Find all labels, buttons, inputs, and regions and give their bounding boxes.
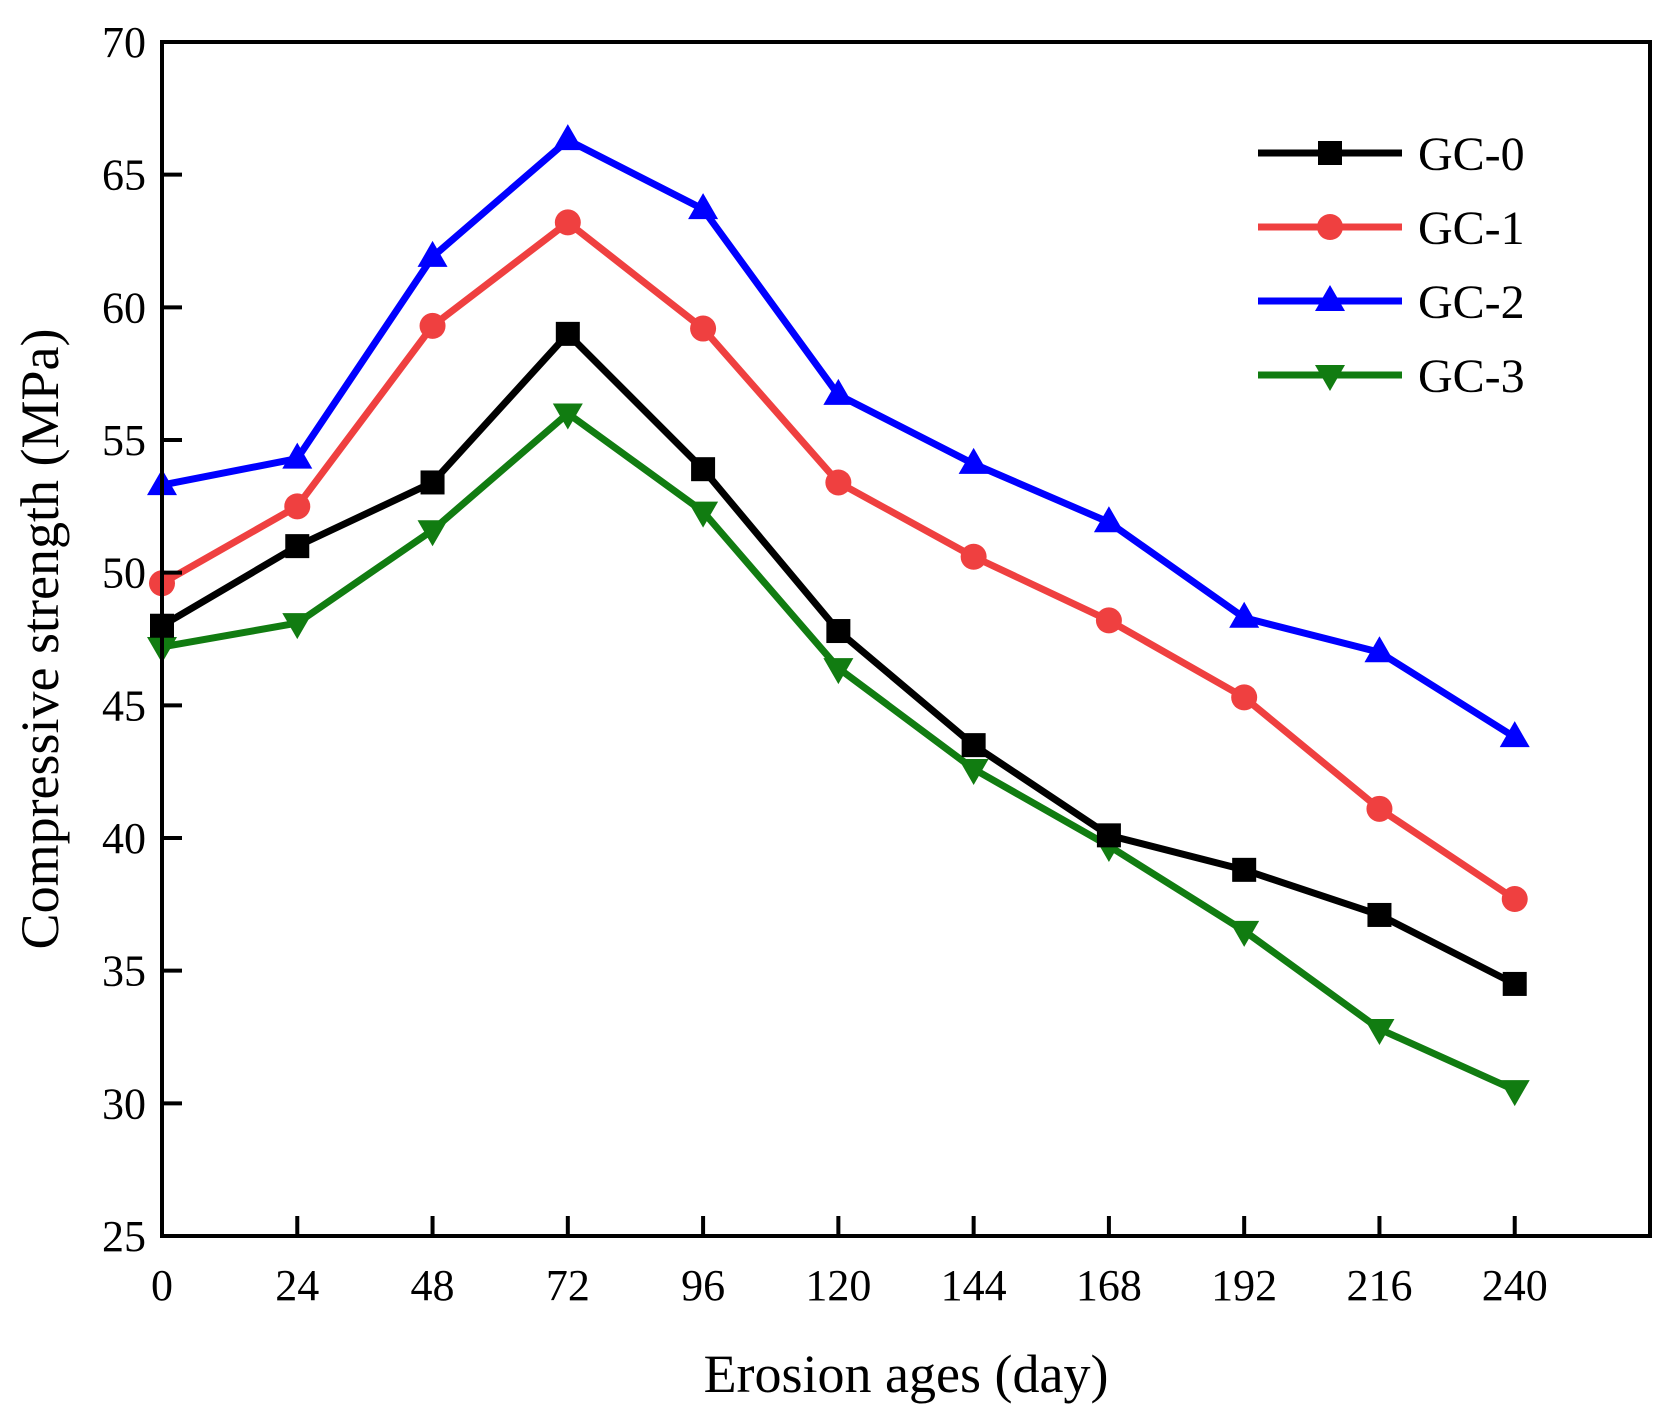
legend-item-gc-2: GC-2 xyxy=(1258,276,1525,329)
data-point-gc-2 xyxy=(958,447,989,474)
data-point-gc-2 xyxy=(1499,721,1530,748)
data-point-gc-2 xyxy=(688,193,719,220)
x-tick-label: 96 xyxy=(681,1261,725,1310)
data-point-gc-2 xyxy=(823,378,854,405)
x-tick-label: 240 xyxy=(1482,1261,1548,1310)
data-point-gc-1 xyxy=(1095,607,1122,634)
data-point-gc-0 xyxy=(1096,823,1121,848)
legend-label-gc-3: GC-3 xyxy=(1418,350,1525,403)
data-point-gc-2 xyxy=(282,442,313,469)
data-point-gc-0 xyxy=(826,619,851,644)
data-point-gc-1 xyxy=(284,493,311,520)
x-tick-label: 144 xyxy=(941,1261,1007,1310)
data-point-gc-1 xyxy=(1501,886,1528,913)
legend-label-gc-0: GC-0 xyxy=(1418,128,1525,181)
legend-marker-gc-3 xyxy=(1315,365,1345,391)
legend-label-gc-2: GC-2 xyxy=(1418,276,1525,329)
data-point-gc-1 xyxy=(419,312,446,339)
x-tick-label: 168 xyxy=(1076,1261,1142,1310)
legend-item-gc-3: GC-3 xyxy=(1258,350,1525,403)
legend-marker-gc-0 xyxy=(1318,141,1342,165)
series-gc-1 xyxy=(149,209,1528,913)
data-point-gc-3 xyxy=(688,501,719,528)
data-point-gc-3 xyxy=(1364,1019,1395,1046)
plot-area xyxy=(147,124,1530,1107)
x-tick-label: 0 xyxy=(151,1261,173,1310)
legend-marker-gc-2 xyxy=(1315,285,1345,311)
data-point-gc-0 xyxy=(285,534,310,559)
data-point-gc-0 xyxy=(555,321,580,346)
legend-label-gc-1: GC-1 xyxy=(1418,202,1525,255)
data-point-gc-0 xyxy=(961,733,986,758)
legend-item-gc-1: GC-1 xyxy=(1258,202,1525,255)
data-point-gc-1 xyxy=(554,209,581,236)
y-axis-title: Compressive strength (MPa) xyxy=(10,329,70,950)
y-tick-label: 40 xyxy=(102,814,146,863)
data-point-gc-2 xyxy=(1093,506,1124,533)
data-point-gc-3 xyxy=(823,658,854,685)
x-tick-label: 192 xyxy=(1211,1261,1277,1310)
y-tick-label: 65 xyxy=(102,151,146,200)
data-point-gc-0 xyxy=(1502,971,1527,996)
data-point-gc-2 xyxy=(552,124,583,151)
data-point-gc-2 xyxy=(1229,601,1260,628)
plot-frame xyxy=(160,40,1652,1238)
series-gc-3 xyxy=(147,403,1530,1107)
legend-marker-gc-1 xyxy=(1317,214,1343,240)
data-point-gc-0 xyxy=(1367,902,1392,927)
legend: GC-0 GC-1 GC-2 GC-3 xyxy=(1258,128,1525,403)
y-tick-label: 35 xyxy=(102,947,146,996)
series-line-gc-1 xyxy=(160,218,1517,902)
data-point-gc-3 xyxy=(958,759,989,786)
data-point-gc-1 xyxy=(825,469,852,496)
y-tick-label: 70 xyxy=(102,18,146,67)
data-point-gc-3 xyxy=(417,520,448,547)
x-axis: 0 24 48 72 96 120 144 168 192 216 240 xyxy=(151,1216,1548,1310)
data-point-gc-1 xyxy=(1231,684,1258,711)
data-point-gc-1 xyxy=(1366,795,1393,822)
y-tick-label: 55 xyxy=(102,416,146,465)
x-tick-label: 48 xyxy=(411,1261,455,1310)
data-point-gc-3 xyxy=(552,403,583,430)
x-axis-title: Erosion ages (day) xyxy=(704,1344,1109,1404)
y-tick-label: 50 xyxy=(102,549,146,598)
y-axis: 25 30 35 40 45 50 55 60 65 70 xyxy=(102,18,182,1261)
y-tick-label: 30 xyxy=(102,1079,146,1128)
data-point-gc-2 xyxy=(417,240,448,267)
y-tick-label: 25 xyxy=(102,1212,146,1261)
x-tick-label: 120 xyxy=(805,1261,871,1310)
data-point-gc-3 xyxy=(282,613,313,640)
data-point-gc-0 xyxy=(691,457,716,482)
x-tick-label: 72 xyxy=(546,1261,590,1310)
data-point-gc-1 xyxy=(690,315,717,342)
x-tick-label: 24 xyxy=(275,1261,319,1310)
data-point-gc-3 xyxy=(1229,920,1260,947)
y-tick-label: 45 xyxy=(102,681,146,730)
data-point-gc-2 xyxy=(1364,636,1395,663)
x-tick-label: 216 xyxy=(1346,1261,1412,1310)
data-point-gc-0 xyxy=(1232,857,1257,882)
series-gc-0 xyxy=(150,321,1527,996)
y-tick-label: 60 xyxy=(102,283,146,332)
data-point-gc-0 xyxy=(420,470,445,495)
legend-item-gc-0: GC-0 xyxy=(1258,128,1525,181)
data-point-gc-1 xyxy=(960,543,987,570)
data-point-gc-3 xyxy=(1499,1080,1530,1107)
